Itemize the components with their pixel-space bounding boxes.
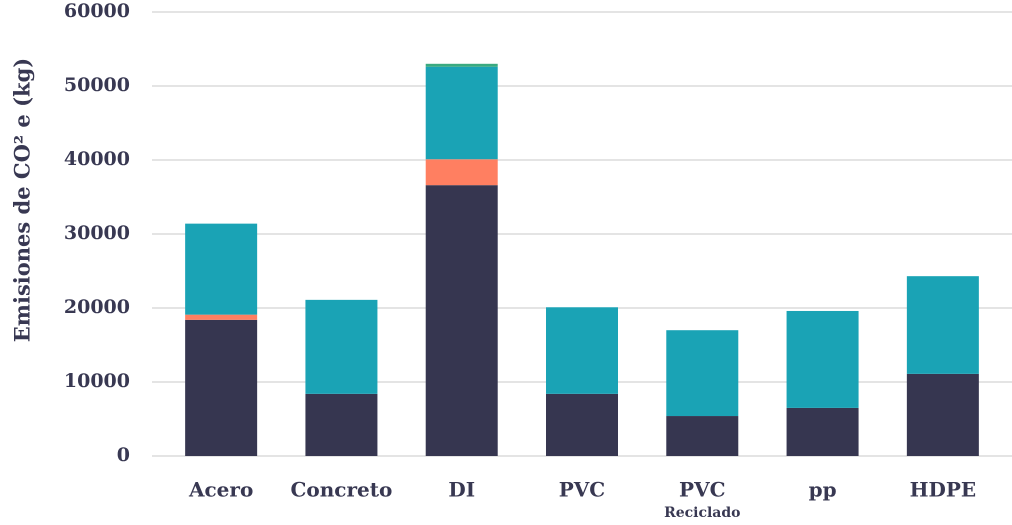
bar-segment <box>425 66 498 160</box>
bar-segment <box>185 314 258 320</box>
x-tick-label: Concreto <box>291 478 393 502</box>
y-tick-label: 20000 <box>64 296 130 318</box>
x-tick-label: pp <box>809 478 837 502</box>
x-tick-label: DI <box>448 478 475 502</box>
y-tick-label: 40000 <box>64 148 130 170</box>
bar-segment <box>546 393 618 456</box>
y-tick-label: 50000 <box>64 74 130 96</box>
bar-segment <box>305 393 378 456</box>
bar-segment <box>666 330 739 417</box>
bar-segment <box>425 159 498 186</box>
y-tick-label: 0 <box>117 444 130 466</box>
y-axis-label: Emisiones de CO² e (kg) <box>10 58 35 342</box>
bar-segment <box>786 407 859 456</box>
x-tick-label: Acero <box>188 478 253 502</box>
bar-segment <box>666 416 739 456</box>
x-tick-sublabel: Reciclado <box>664 505 740 521</box>
bar-segment <box>185 223 258 315</box>
x-tick-label: PVC <box>679 478 725 502</box>
x-tick-label: HDPE <box>910 478 977 502</box>
bar-segment <box>305 299 378 394</box>
bar-segment <box>786 310 859 408</box>
x-tick-label: PVC <box>559 478 605 502</box>
y-tick-label: 60000 <box>64 0 130 22</box>
y-tick-label: 30000 <box>64 222 130 244</box>
y-tick-label: 10000 <box>64 370 130 392</box>
bar-segment <box>185 319 258 456</box>
bar-segment <box>906 276 979 374</box>
bar-segment <box>425 185 498 456</box>
bar-segment <box>425 63 498 67</box>
bar-segment <box>546 307 618 394</box>
bar-segment <box>906 373 979 456</box>
